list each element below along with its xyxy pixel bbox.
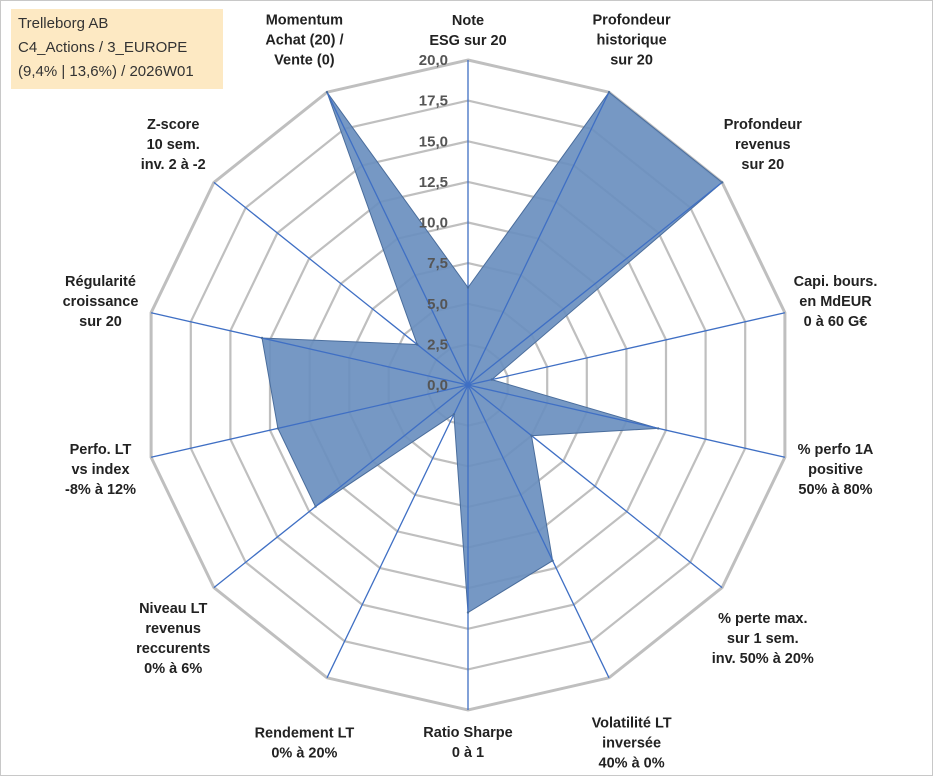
axis-label: Perfo. LT vs index -8% à 12% (65, 442, 136, 498)
axis-label-line: % perte max. (718, 611, 807, 627)
axis-label: % perfo 1A positive 50% à 80% (798, 442, 874, 498)
tick-label: 10,0 (419, 215, 448, 232)
axis-label-line: Capi. bours. (794, 274, 878, 290)
axis-label-line: reccurents (136, 641, 210, 657)
data-point (530, 434, 533, 437)
axis-label-line: 0% à 6% (144, 661, 202, 677)
axis-label-line: positive (808, 462, 863, 478)
spoke-line (326, 384, 469, 679)
data-point (260, 336, 264, 340)
spoke-line (467, 181, 723, 386)
axis-label-line: ESG sur 20 (429, 33, 506, 49)
axis-label: Volatilité LT inversée 40% à 0% (592, 716, 672, 772)
axis-label-line: sur 20 (610, 52, 653, 68)
axis-label-line: sur 20 (741, 157, 784, 173)
axis-label-line: sur 1 sem. (727, 631, 799, 647)
axis-label-line: 0% à 20% (271, 746, 337, 762)
spoke-line (467, 384, 723, 589)
axis-label-line: Profondeur (593, 12, 671, 28)
data-point (466, 611, 470, 614)
tick-label: 17,5 (419, 93, 448, 110)
spoke-line (326, 91, 469, 386)
axis-label-line: Momentum (266, 12, 343, 28)
data-point (325, 91, 329, 94)
axis-label-line: croissance (63, 294, 139, 310)
spoke-line (467, 384, 786, 458)
axis-label-line: Z-score (147, 117, 199, 133)
axis-label-line: revenus (145, 621, 201, 637)
axis-label: Ratio Sharpe 0 à 1 (423, 725, 512, 761)
axis-label-line: Rendement LT (255, 726, 355, 742)
tick-label: 20,0 (419, 52, 448, 69)
spoke-line (213, 181, 469, 386)
company-name: Trelleborg AB (18, 15, 109, 32)
axis-label-line: inversée (602, 736, 661, 752)
spoke-line (467, 91, 610, 386)
spoke-line (150, 312, 469, 386)
axis-label-line: 0 à 60 G€ (804, 314, 868, 330)
axis-label-line: Achat (20) / (265, 32, 343, 48)
data-point (466, 286, 470, 289)
spoke-line (467, 384, 610, 679)
axis-label-line: Ratio Sharpe (423, 725, 512, 741)
tick-label: 7,5 (427, 255, 448, 272)
info-box: Trelleborg AB C4_Actions / 3_EUROPE (9,4… (11, 9, 223, 89)
category-label: C4_Actions / 3_EUROPE (18, 39, 188, 56)
axis-label: Profondeur revenus sur 20 (724, 117, 802, 173)
axis-label-line: Vente (0) (274, 52, 335, 68)
axis-label-line: en MdEUR (799, 294, 872, 310)
axis-label-line: -8% à 12% (65, 482, 136, 498)
axis-label-line: revenus (735, 137, 791, 153)
axis-label-line: sur 20 (79, 314, 122, 330)
axis-label-line: Volatilité LT (592, 716, 672, 732)
spoke-line (213, 384, 469, 589)
tick-label: 5,0 (427, 296, 448, 313)
period-detail: (9,4% | 13,6%) / 2026W01 (18, 63, 194, 80)
axis-label-line: 50% à 80% (798, 482, 872, 498)
axis-label-line: inv. 50% à 20% (712, 651, 814, 667)
axis-label-line: Régularité (65, 274, 136, 290)
axis-label-line: Note (452, 13, 484, 29)
axis-label-line: Perfo. LT (70, 442, 132, 458)
tick-label: 0,0 (427, 377, 448, 394)
data-point (276, 427, 280, 430)
tick-label: 12,5 (419, 174, 448, 191)
data-point (656, 427, 660, 430)
data-point (416, 343, 419, 346)
data-point (314, 505, 317, 508)
data-point (490, 378, 493, 381)
tick-label: 2,5 (427, 336, 448, 353)
axis-label: % perte max. sur 1 sem. inv. 50% à 20% (712, 611, 814, 667)
tick-label: 15,0 (419, 133, 448, 150)
axis-label: Momentum Achat (20) / Vente (0) (265, 12, 343, 68)
axis-label: Capi. bours. en MdEUR 0 à 60 G€ (794, 274, 878, 330)
data-point (607, 91, 611, 94)
axis-label-line: 0 à 1 (452, 745, 484, 761)
data-point (720, 181, 724, 184)
axis-label: Profondeur historique sur 20 (593, 12, 671, 68)
axis-label-line: 10 sem. (147, 137, 200, 153)
axis-label: Régularité croissance sur 20 (63, 274, 139, 330)
axis-label: Z-score 10 sem. inv. 2 à -2 (141, 117, 206, 173)
spoke-line (467, 312, 786, 386)
spoke-line (150, 384, 469, 458)
axis-label-line: vs index (71, 462, 129, 478)
axis-label-line: Niveau LT (139, 601, 207, 617)
series-area (261, 91, 723, 614)
axis-label: Note ESG sur 20 (429, 13, 506, 49)
axis-label-line: inv. 2 à -2 (141, 157, 206, 173)
axis-label-line: 40% à 0% (599, 756, 665, 772)
axis-label: Niveau LT revenus reccurents 0% à 6% (136, 601, 210, 677)
axis-label: Rendement LT 0% à 20% (255, 726, 355, 762)
data-point (551, 559, 554, 562)
axis-label-line: Profondeur (724, 117, 802, 133)
axis-label-line: % perfo 1A (798, 442, 874, 458)
data-point (452, 413, 456, 416)
axis-label-line: historique (597, 32, 667, 48)
